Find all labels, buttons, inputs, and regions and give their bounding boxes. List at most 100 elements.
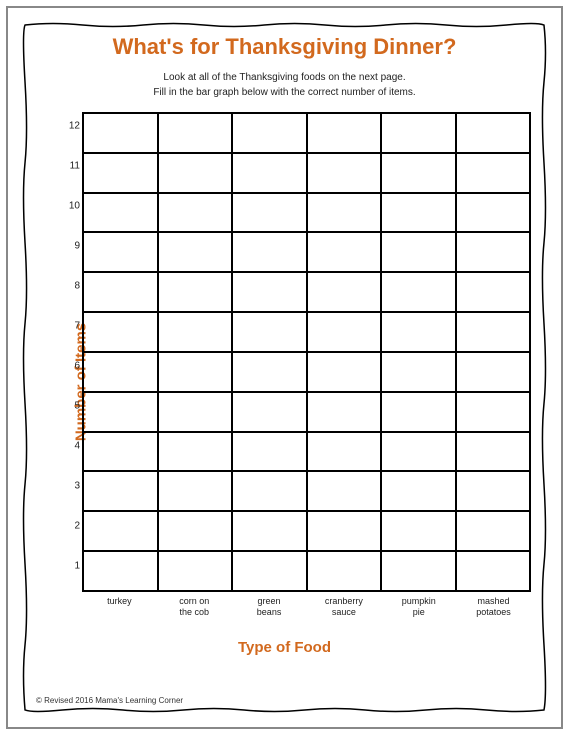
instruction-line: Look at all of the Thanksgiving foods on…	[30, 70, 539, 85]
y-tick-label: 12	[69, 121, 80, 132]
grid-cell	[381, 312, 456, 352]
y-tick-label: 5	[74, 401, 80, 412]
grid-cell	[232, 511, 307, 551]
grid-cell	[381, 471, 456, 511]
grid-cell	[83, 193, 158, 233]
x-category-label: green beans	[232, 596, 307, 618]
grid-cell	[456, 551, 531, 591]
grid-cell	[307, 113, 382, 153]
grid-cell	[232, 312, 307, 352]
y-tick-label: 2	[74, 521, 80, 532]
grid-cell	[83, 511, 158, 551]
chart-grid	[82, 112, 531, 592]
grid-cell	[83, 471, 158, 511]
grid-cell	[381, 272, 456, 312]
grid-cell	[158, 193, 233, 233]
page-title: What's for Thanksgiving Dinner?	[30, 34, 539, 60]
grid-cell	[307, 511, 382, 551]
worksheet-content: What's for Thanksgiving Dinner? Look at …	[30, 30, 539, 705]
grid-cell	[381, 432, 456, 472]
grid-cell	[83, 392, 158, 432]
grid-cell	[456, 511, 531, 551]
grid-cell	[456, 272, 531, 312]
grid-cell	[307, 471, 382, 511]
grid-cell	[158, 392, 233, 432]
grid-cell	[381, 193, 456, 233]
grid-cell	[381, 511, 456, 551]
grid-cell	[456, 312, 531, 352]
grid-cell	[381, 232, 456, 272]
grid-cell	[307, 232, 382, 272]
instructions: Look at all of the Thanksgiving foods on…	[30, 70, 539, 100]
grid-cell	[83, 272, 158, 312]
grid-cell	[232, 272, 307, 312]
y-tick-label: 1	[74, 561, 80, 572]
y-tick-label: 7	[74, 321, 80, 332]
grid-cell	[83, 232, 158, 272]
grid-cell	[456, 232, 531, 272]
grid-cell	[456, 392, 531, 432]
grid-cell	[307, 432, 382, 472]
grid-cell	[307, 153, 382, 193]
y-tick-label: 4	[74, 441, 80, 452]
grid-cell	[158, 153, 233, 193]
grid-cell	[232, 352, 307, 392]
grid-cell	[307, 392, 382, 432]
grid-cell	[381, 392, 456, 432]
grid-cell	[232, 471, 307, 511]
grid-cell	[158, 471, 233, 511]
y-tick-label: 9	[74, 241, 80, 252]
grid-cell	[232, 392, 307, 432]
grid-cell	[83, 551, 158, 591]
grid-cell	[232, 232, 307, 272]
grid-cell	[232, 193, 307, 233]
grid-cell	[158, 272, 233, 312]
grid-cell	[158, 352, 233, 392]
instruction-line: Fill in the bar graph below with the cor…	[30, 85, 539, 100]
grid-cell	[307, 312, 382, 352]
grid-cell	[307, 272, 382, 312]
y-tick-label: 10	[69, 201, 80, 212]
grid-cell	[456, 432, 531, 472]
grid-cell	[232, 551, 307, 591]
grid-cell	[83, 312, 158, 352]
y-tick-label: 11	[70, 161, 80, 172]
grid-cell	[232, 432, 307, 472]
x-category-label: mashed potatoes	[456, 596, 531, 618]
grid-cell	[307, 551, 382, 591]
grid-cell	[307, 193, 382, 233]
y-ticks: 12 11 10 9 8 7 6 5 4 3 2 1	[62, 112, 80, 592]
grid-cell	[83, 352, 158, 392]
x-axis-label: Type of Food	[30, 639, 539, 656]
grid-cell	[83, 113, 158, 153]
y-tick-label: 6	[74, 361, 80, 372]
y-tick-label: 8	[74, 281, 80, 292]
grid-cell	[456, 193, 531, 233]
grid-cell	[158, 232, 233, 272]
grid-cell	[381, 113, 456, 153]
grid-cell	[381, 153, 456, 193]
grid-cell	[307, 352, 382, 392]
grid-cell	[158, 432, 233, 472]
grid-cell	[158, 511, 233, 551]
grid-cell	[456, 153, 531, 193]
grid-cell	[232, 153, 307, 193]
copyright-footer: © Revised 2016 Mama's Learning Corner	[36, 696, 183, 705]
x-category-label: cranberry sauce	[306, 596, 381, 618]
grid-cell	[381, 551, 456, 591]
x-labels: turkeycorn on the cobgreen beanscranberr…	[82, 596, 531, 618]
grid-cell	[158, 113, 233, 153]
grid-cell	[456, 471, 531, 511]
x-category-label: turkey	[82, 596, 157, 618]
y-tick-label: 3	[74, 481, 80, 492]
x-category-label: pumpkin pie	[381, 596, 456, 618]
bar-chart: Number of Items 121110987654321 turkeyco…	[30, 112, 539, 652]
x-category-label: corn on the cob	[157, 596, 232, 618]
grid-cell	[381, 352, 456, 392]
grid-cell	[456, 113, 531, 153]
grid-cell	[232, 113, 307, 153]
grid-cell	[158, 312, 233, 352]
grid-cell	[456, 352, 531, 392]
grid-cell	[83, 432, 158, 472]
grid-wrapper	[82, 112, 531, 592]
